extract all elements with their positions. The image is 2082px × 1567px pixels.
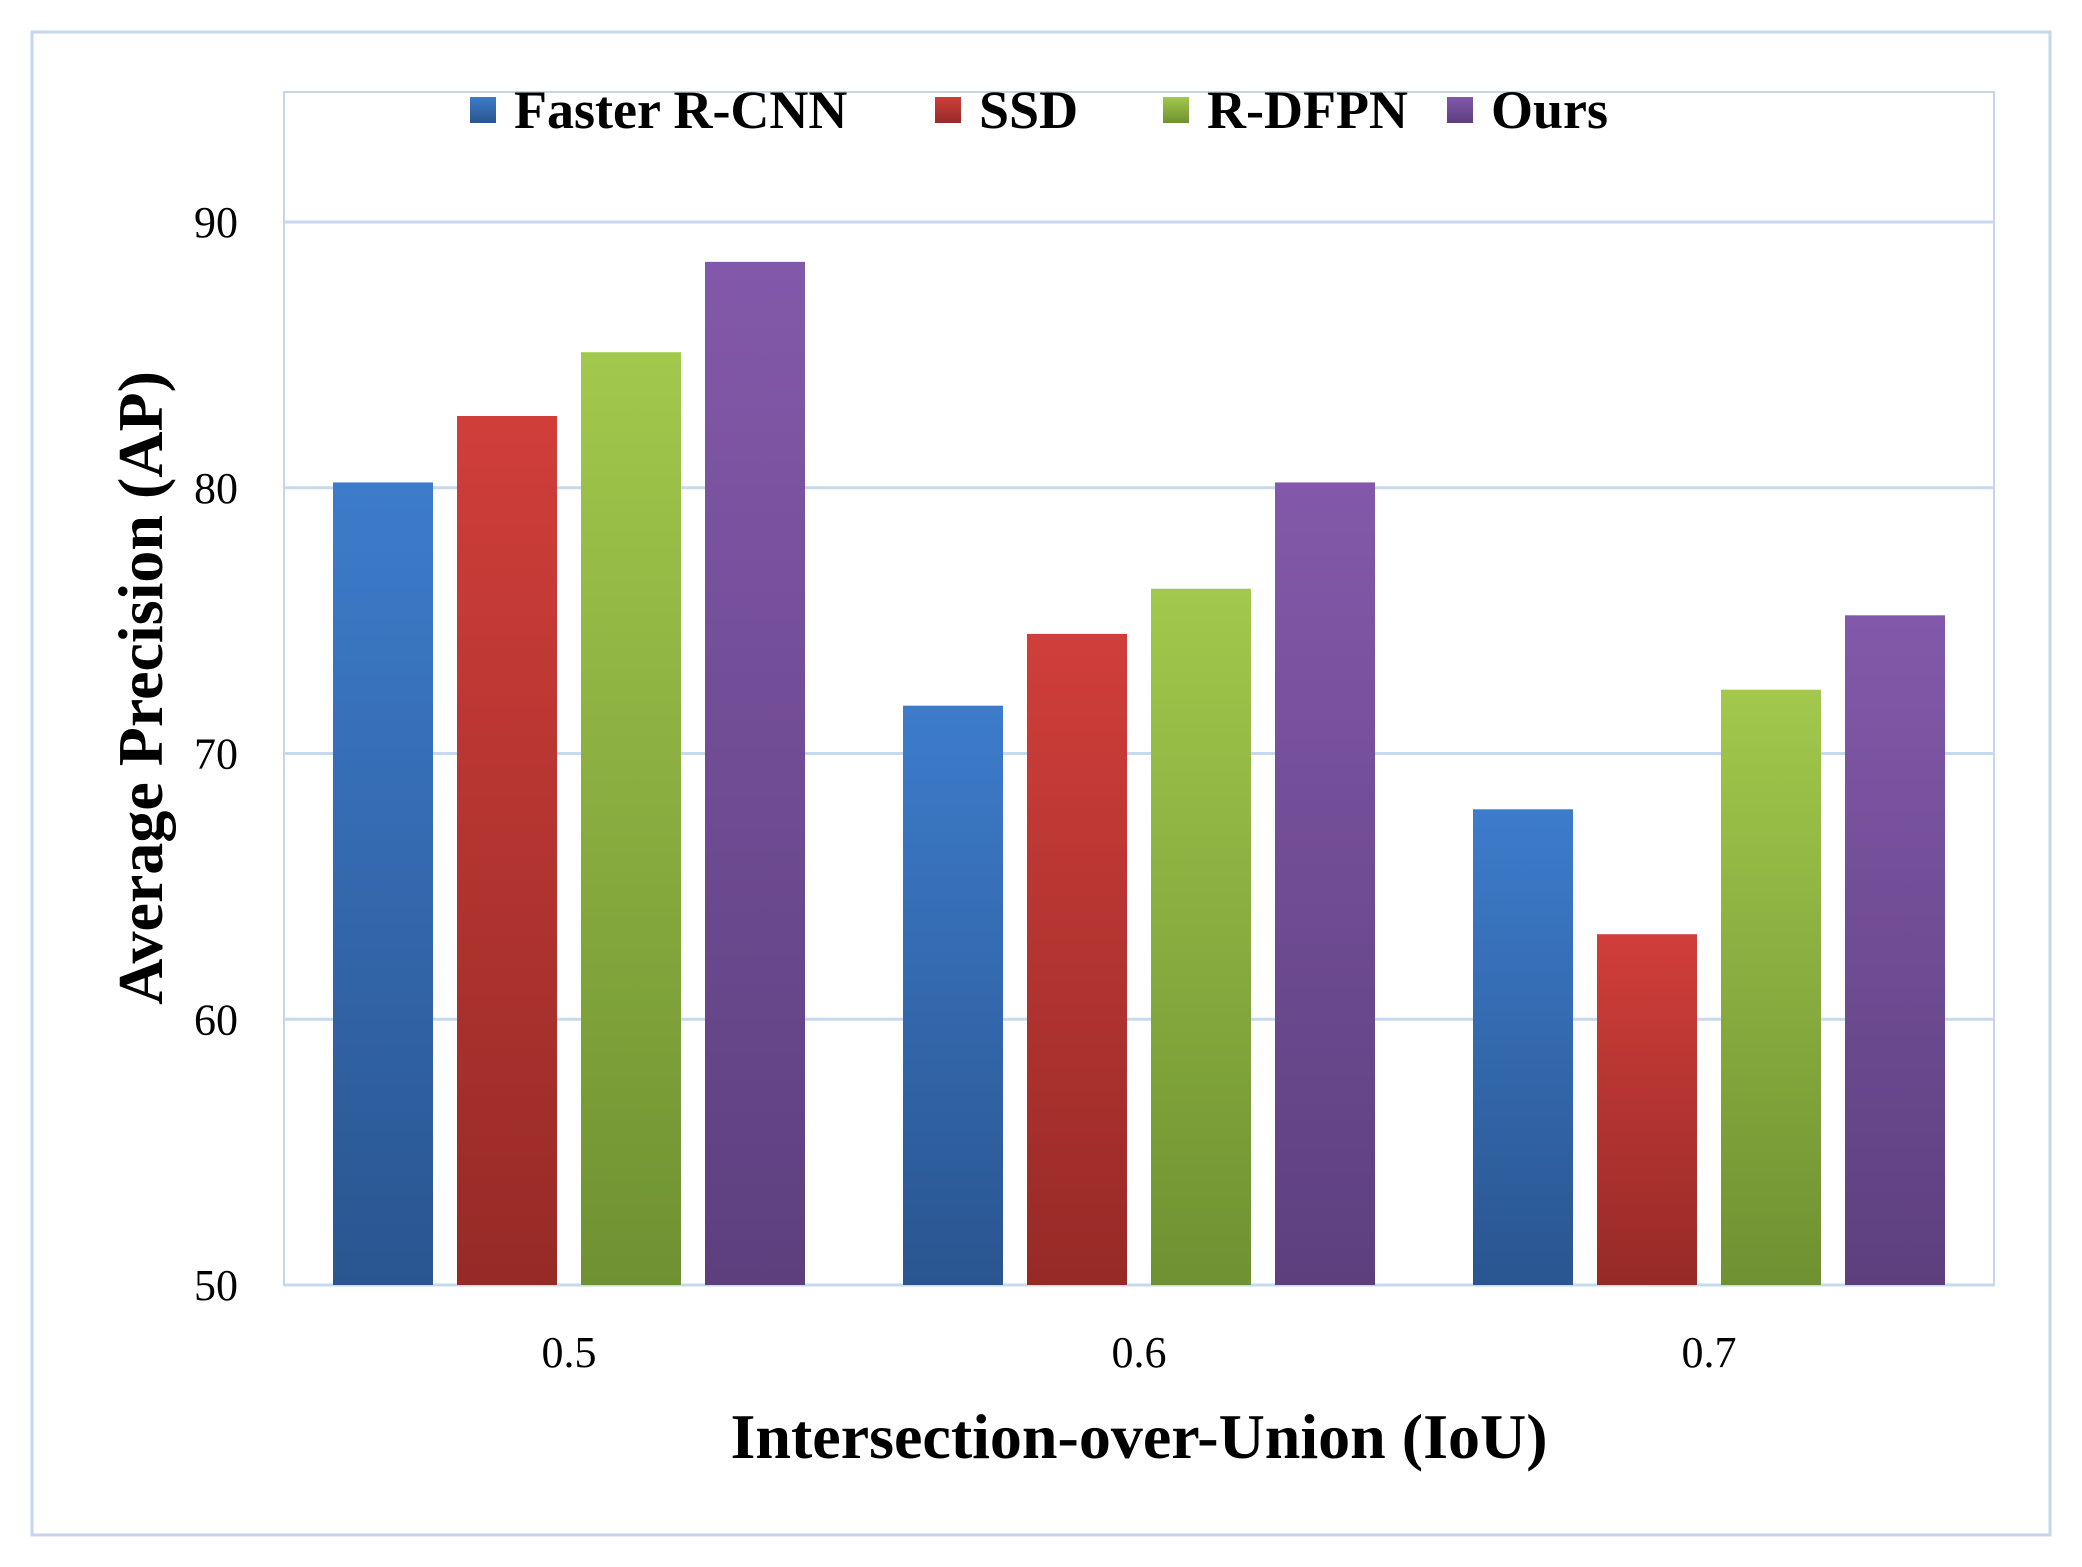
legend-label: SSD (979, 80, 1078, 140)
y-tick-label: 70 (194, 730, 238, 779)
legend-item-ssd: SSD (935, 80, 1078, 140)
legend-swatch (1163, 97, 1189, 123)
legend: Faster R-CNN SSD R-DFPN Ours (470, 80, 1608, 140)
y-axis-title: Average Precision (AP) (105, 371, 176, 1005)
legend-item-ours: Ours (1447, 80, 1608, 140)
legend-item-faster-r-cnn: Faster R-CNN (470, 80, 847, 140)
y-tick-label: 60 (194, 995, 238, 1044)
legend-swatch (470, 97, 496, 123)
legend-label: Faster R-CNN (514, 80, 847, 140)
y-tick-label: 80 (194, 464, 238, 513)
legend-label: R-DFPN (1207, 80, 1408, 140)
y-tick-label: 90 (194, 198, 238, 247)
bar-ours-iou-0.6 (1275, 482, 1375, 1285)
legend-item-r-dfpn: R-DFPN (1163, 80, 1408, 140)
y-axis-ticks: 50 60 70 80 90 (194, 198, 238, 1310)
gridlines (284, 220, 1994, 1287)
x-tick-label: 0.7 (1682, 1328, 1737, 1377)
bar-r-dfpn-iou-0.5 (581, 352, 681, 1285)
x-tick-label: 0.5 (542, 1328, 597, 1377)
bar-faster-r-cnn-iou-0.7 (1473, 809, 1573, 1285)
x-tick-label: 0.6 (1112, 1328, 1167, 1377)
y-tick-label: 50 (194, 1261, 238, 1310)
bars (333, 261, 1945, 1285)
x-axis-ticks: 0.5 0.6 0.7 (542, 1328, 1737, 1377)
bar-r-dfpn-iou-0.7 (1721, 689, 1821, 1285)
bar-ours-iou-0.5 (705, 261, 805, 1285)
x-axis-title: Intersection-over-Union (IoU) (730, 1401, 1547, 1472)
bar-ssd-iou-0.6 (1027, 633, 1127, 1285)
bar-ours-iou-0.7 (1845, 615, 1945, 1285)
legend-label: Ours (1491, 80, 1608, 140)
legend-swatch (1447, 97, 1473, 123)
bar-ssd-iou-0.5 (457, 415, 557, 1285)
legend-swatch (935, 97, 961, 123)
bar-faster-r-cnn-iou-0.5 (333, 482, 433, 1285)
bar-faster-r-cnn-iou-0.6 (903, 705, 1003, 1285)
bar-ssd-iou-0.7 (1597, 934, 1697, 1285)
bar-r-dfpn-iou-0.6 (1151, 588, 1251, 1285)
